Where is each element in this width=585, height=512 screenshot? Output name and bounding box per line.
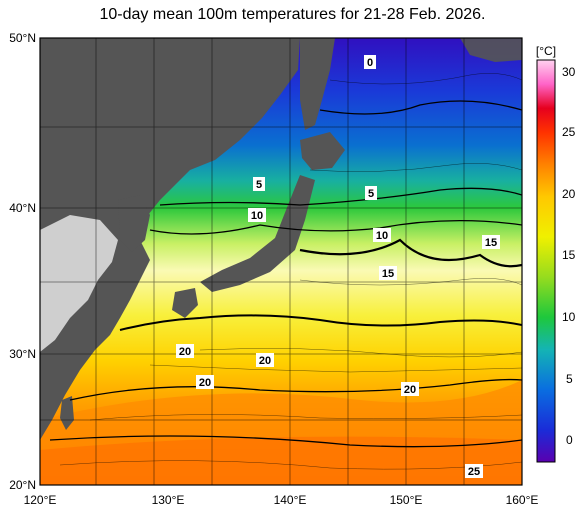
contour-labels: 0 5 5 10 10 15 15 20 20 20 20 25: [176, 55, 500, 478]
china-land-light: [40, 215, 118, 352]
contour-label: 5: [368, 188, 374, 200]
minor-isotherms: [59, 73, 522, 470]
asia-land: [40, 38, 300, 440]
lon-tick-label: 120°E: [24, 493, 57, 507]
contour-label: 20: [199, 377, 211, 389]
isotherms: [49, 100, 522, 448]
kyushu-land: [172, 288, 198, 318]
lon-tick-label: 150°E: [390, 493, 423, 507]
colorbar-tick: 10: [562, 310, 576, 324]
colorbar-tick: 15: [562, 248, 576, 262]
contour-label: 15: [485, 237, 497, 249]
colorbar-tick: 30: [562, 65, 576, 79]
latitude-axis: 50°N 40°N 30°N 20°N: [9, 31, 36, 492]
kamchatka-land: [460, 38, 522, 62]
honshu-land: [200, 175, 315, 292]
taiwan-land: [60, 396, 74, 430]
contour-label: 20: [259, 355, 271, 367]
colorbar-gradient: [536, 59, 556, 463]
lon-tick-label: 140°E: [274, 493, 307, 507]
colorbar-unit: [°C]: [536, 44, 556, 58]
colorbar-tick: 5: [566, 372, 573, 386]
sakhalin-land: [300, 38, 335, 130]
contour-label: 10: [251, 210, 263, 222]
lat-tick-label: 50°N: [9, 31, 36, 45]
colorbar-tick: 20: [562, 187, 576, 201]
colorbar-tick: 0: [566, 433, 573, 447]
hokkaido-land: [300, 132, 345, 170]
contour-label: 10: [376, 230, 388, 242]
lon-tick-label: 130°E: [152, 493, 185, 507]
korea-land: [118, 195, 150, 252]
lat-tick-label: 30°N: [9, 347, 36, 361]
longitude-axis: 120°E 130°E 140°E 150°E 160°E: [24, 493, 539, 507]
contour-label: 25: [468, 466, 480, 478]
lat-tick-label: 40°N: [9, 201, 36, 215]
colorbar: [°C] 30 25 20 15 10 5 0: [536, 44, 576, 463]
contour-label: 0: [367, 57, 373, 69]
contour-label: 5: [256, 179, 262, 191]
warm-water-south: [40, 436, 522, 485]
graticule: [40, 38, 522, 485]
colorbar-tick: 25: [562, 125, 576, 139]
map-title: 10-day mean 100m temperatures for 21-28 …: [99, 6, 486, 23]
lat-tick-label: 20°N: [9, 478, 36, 492]
contour-label: 20: [404, 384, 416, 396]
map-frame: [39, 37, 523, 486]
contour-label: 20: [179, 346, 191, 358]
lon-tick-label: 160°E: [506, 493, 539, 507]
contour-label: 15: [382, 268, 394, 280]
